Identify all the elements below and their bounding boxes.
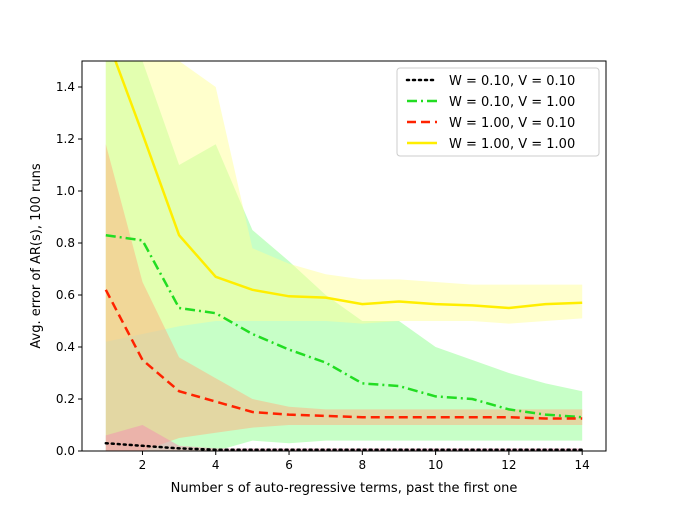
y-tick-label: 0.2 <box>56 392 75 406</box>
y-tick-label: 0.0 <box>56 444 75 458</box>
plot-frame <box>81 60 607 452</box>
y-tick-label: 1.0 <box>56 184 75 198</box>
x-tick-label: 4 <box>212 458 220 472</box>
y-tick-label: 0.8 <box>56 236 75 250</box>
confidence-band <box>105 144 583 451</box>
confidence-band <box>105 61 583 342</box>
x-tick-label: 6 <box>285 458 293 472</box>
x-tick-label: 12 <box>501 458 516 472</box>
x-axis-label: Number s of auto-regressive terms, past … <box>171 481 518 496</box>
legend-label: W = 1.00, V = 0.10 <box>449 116 575 131</box>
confidence-band <box>105 61 583 451</box>
y-tick-label: 0.6 <box>56 288 75 302</box>
confidence-band <box>105 425 583 451</box>
x-tick-label: 2 <box>139 458 147 472</box>
legend-label: W = 1.00, V = 1.00 <box>449 137 575 152</box>
confidence-bands <box>105 61 583 451</box>
series-line <box>114 61 583 310</box>
x-tick-label: 8 <box>359 458 367 472</box>
series-lines <box>104 61 584 451</box>
y-tick-label: 1.4 <box>56 80 75 94</box>
legend-label: W = 0.10, V = 1.00 <box>449 95 575 110</box>
y-axis-label: Avg. error of AR(s), 100 runs <box>29 163 44 348</box>
legend: W = 0.10, V = 0.10 W = 0.10, V = 1.00 W = … <box>396 67 600 157</box>
legend-label: W = 0.10, V = 0.10 <box>449 74 575 89</box>
series-line <box>104 441 584 451</box>
x-axis-ticks: 2 4 6 8 10 12 14 <box>139 451 590 472</box>
legend-box <box>396 67 600 157</box>
y-axis-ticks: 0.0 0.2 0.4 0.6 0.8 1.0 1.2 1.4 <box>56 80 82 458</box>
series-line <box>105 233 583 419</box>
x-tick-label: 14 <box>575 458 590 472</box>
series-line <box>104 289 583 420</box>
x-tick-label: 10 <box>428 458 443 472</box>
y-tick-label: 0.4 <box>56 340 75 354</box>
y-tick-label: 1.2 <box>56 132 75 146</box>
